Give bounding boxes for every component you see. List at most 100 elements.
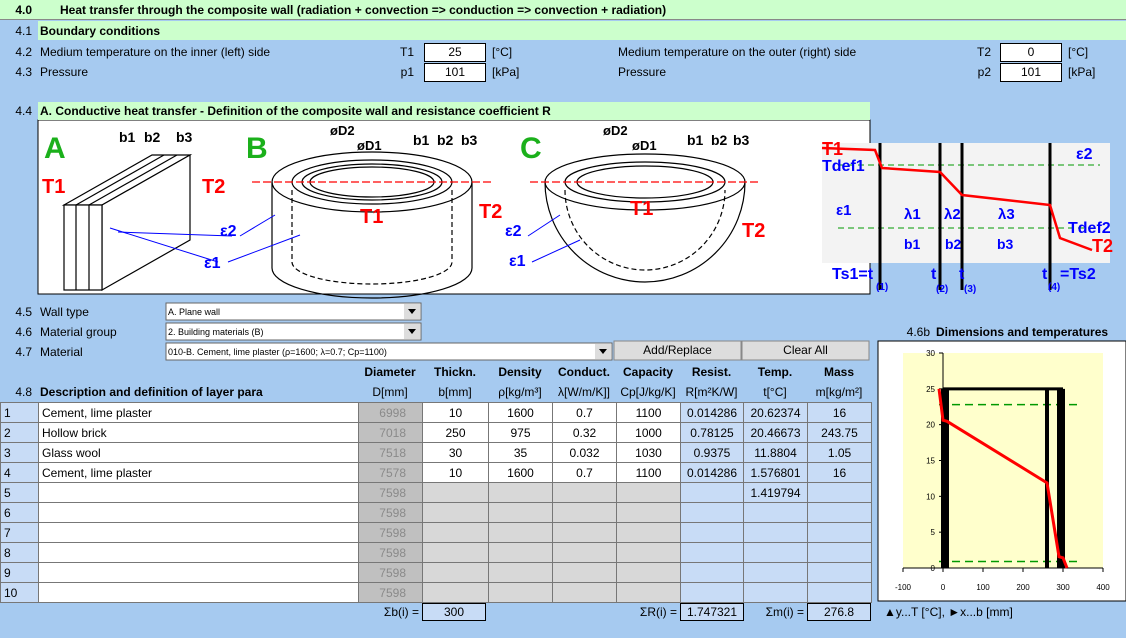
table-cell: 2 [0, 422, 39, 443]
label: Wall type [40, 305, 89, 319]
x-tick-label: 0 [941, 583, 946, 592]
diagram-label: b3 [733, 132, 750, 148]
input-cell: 0 [1000, 43, 1062, 62]
table-cell: 10 [422, 462, 489, 483]
table-cell: 1600 [488, 462, 553, 483]
table-cell [680, 482, 744, 503]
table-cell [38, 542, 359, 563]
table-cell [616, 542, 681, 563]
table-cell: 11.8804 [743, 442, 808, 463]
diagram-label: T1 [630, 198, 653, 220]
table-cell: 0.032 [552, 442, 617, 463]
y-tick-label: 20 [926, 421, 935, 430]
input-cell: 101 [424, 63, 486, 82]
table-cell [616, 522, 681, 543]
button[interactable]: Add/Replace [643, 343, 712, 357]
table-cell [422, 502, 489, 523]
input-cell: 25 [424, 43, 486, 62]
symbol: T2 [976, 45, 991, 59]
table-cell: 6998 [358, 402, 423, 423]
diagram-label: øD2 [603, 123, 628, 138]
table-cell: 1030 [616, 442, 681, 463]
row-number: 4.2 [15, 45, 32, 59]
total-label: Σm(i) = [765, 605, 804, 619]
diagram-label: ε1 [509, 253, 526, 270]
column-header: Diameter [364, 365, 416, 379]
table-cell [616, 582, 681, 603]
table-cell [552, 582, 617, 603]
diagram-label: b1 [687, 132, 704, 148]
cylinder-wall [252, 151, 492, 299]
symbol: p1 [400, 65, 414, 79]
diagram-label: (3) [964, 284, 976, 295]
table-cell: 0.7 [552, 462, 617, 483]
column-header: Mass [823, 365, 855, 379]
table-title: Description and definition of layer para [40, 385, 263, 399]
symbol: T1 [399, 45, 414, 59]
table-cell: Cement, lime plaster [38, 462, 359, 483]
table-cell: 6 [0, 502, 39, 523]
x-tick-label: 100 [976, 583, 990, 592]
table-cell [488, 542, 553, 563]
diagram-label: (2) [936, 284, 948, 295]
table-cell [616, 482, 681, 503]
table-cell: 1600 [488, 402, 553, 423]
section-number: 4.0 [15, 3, 32, 17]
column-unit: ρ[kg/m³] [498, 385, 542, 399]
section-number: 4.4 [15, 104, 32, 118]
diagram-label: ε2 [1076, 146, 1093, 163]
diagram-label: b2 [144, 129, 161, 145]
table-cell [680, 522, 744, 543]
column-unit: R[m²K/W] [685, 385, 738, 399]
table-cell: 1 [0, 402, 39, 423]
table-cell [38, 482, 359, 503]
table-cell: 20.62374 [743, 402, 808, 423]
table-cell [680, 542, 744, 563]
section-title: A. Conductive heat transfer - Definition… [40, 104, 551, 118]
diagram-label: (4) [1048, 282, 1060, 293]
total-value: 276.8 [807, 603, 871, 621]
column-header: Capacity [622, 365, 674, 379]
section-number: 4.6b [906, 325, 930, 339]
diagram-label: øD2 [330, 123, 355, 138]
table-cell [552, 502, 617, 523]
table-cell [422, 482, 489, 503]
dropdown[interactable]: A. Plane wall [168, 307, 221, 317]
section-band [38, 102, 870, 120]
table-cell: 7598 [358, 502, 423, 523]
table-cell: 0.9375 [680, 442, 744, 463]
table-cell: 5 [0, 482, 39, 503]
table-cell [807, 582, 872, 603]
table-cell [680, 502, 744, 523]
chart-title: Dimensions and temperatures [936, 325, 1109, 339]
diagram-label: Tdef1 [822, 158, 865, 175]
diagram-label: ε2 [505, 223, 522, 240]
table-cell: 7 [0, 522, 39, 543]
diagram-label: ε1 [836, 202, 851, 219]
column-header: Resist. [691, 365, 732, 379]
table-cell: 975 [488, 422, 553, 443]
table-cell: 0.014286 [680, 462, 744, 483]
table-cell [488, 482, 553, 503]
table-cell [552, 482, 617, 503]
table-cell: 0.78125 [680, 422, 744, 443]
y-tick-label: 25 [926, 385, 935, 394]
table-cell [743, 562, 808, 583]
diagram-label: =Ts2 [1060, 266, 1096, 283]
x-tick-label: 300 [1056, 583, 1070, 592]
label: Pressure [618, 65, 667, 79]
diagram-label: Ts1=t [832, 266, 874, 283]
total-value: 300 [422, 603, 486, 621]
table-cell [680, 582, 744, 603]
label: Medium temperature on the inner (left) s… [40, 45, 271, 59]
dropdown[interactable]: 2. Building materials (B) [168, 327, 264, 337]
button[interactable]: Clear All [783, 343, 828, 357]
controls [165, 302, 870, 361]
table-cell [488, 522, 553, 543]
table-cell [38, 502, 359, 523]
dropdown[interactable]: 010-B. Cement, lime plaster (ρ=1600; λ=0… [168, 347, 387, 357]
x-tick-label: 200 [1016, 583, 1030, 592]
table-cell [552, 562, 617, 583]
table-cell [743, 502, 808, 523]
